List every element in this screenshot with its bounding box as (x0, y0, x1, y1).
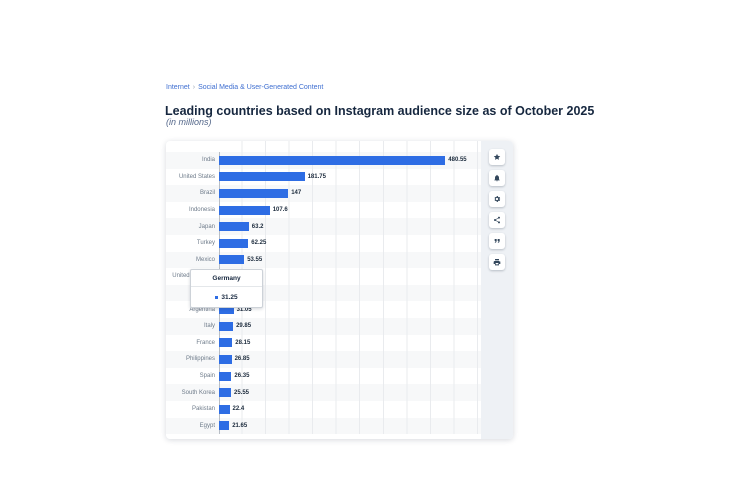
bar-plot-cell: 480.55 (219, 152, 467, 169)
value-label: 107.6 (272, 207, 288, 214)
bar[interactable] (219, 238, 249, 248)
chart-row[interactable]: Japan 63.2 (166, 218, 481, 235)
bar-plot-cell: 21.65 (219, 418, 247, 435)
bar[interactable] (219, 354, 232, 364)
bar[interactable] (219, 172, 305, 182)
bar[interactable] (219, 205, 270, 215)
tooltip-value: 31.25 (191, 287, 262, 307)
bar-plot-cell: 53.55 (219, 252, 262, 269)
chart-row[interactable]: Pakistan 22.4 (166, 401, 481, 418)
bar-plot-cell: 25.55 (219, 384, 249, 401)
bar-plot-cell: 26.85 (219, 351, 250, 368)
bar[interactable] (219, 421, 230, 431)
category-label: Spain (199, 373, 215, 380)
value-label: 63.2 (251, 223, 264, 230)
chart-row[interactable]: Indonesia 107.6 (166, 202, 481, 219)
category-label: Argentina (189, 306, 215, 313)
value-label: 21.65 (232, 422, 248, 429)
chart-row[interactable]: South Korea 25.55 (166, 384, 481, 401)
bar-plot-cell: 62.25 (219, 235, 266, 252)
page-subtitle: (in millions) (166, 117, 212, 127)
page-title: Leading countries based on Instagram aud… (165, 104, 595, 119)
category-label: South Korea (181, 389, 215, 396)
category-label: France (196, 339, 215, 346)
category-label: Philippines (185, 356, 215, 363)
category-label: United States (178, 173, 215, 180)
value-label: 26.35 (234, 373, 250, 380)
value-label: 53.55 (247, 256, 263, 263)
chart-row[interactable]: Mexico 53.55 (166, 251, 481, 269)
favorite-button[interactable] (489, 149, 505, 165)
bar[interactable] (219, 155, 446, 165)
alert-button[interactable] (489, 170, 505, 186)
chart-row[interactable]: Spain 26.35 (166, 368, 481, 385)
bar-plot-cell: 147 (219, 185, 301, 202)
cite-quote-icon (494, 239, 500, 243)
category-label: Brazil (199, 190, 215, 197)
value-label: 25.55 (234, 389, 250, 396)
chart-row[interactable]: France 28.15 (166, 335, 481, 352)
chart-row[interactable]: Philippines 26.85 (166, 351, 481, 368)
bar[interactable] (219, 222, 249, 232)
bar-plot-cell: 181.75 (219, 169, 326, 186)
bar[interactable] (219, 371, 232, 381)
bar[interactable] (219, 388, 231, 398)
bar-plot-cell: 107.6 (219, 202, 288, 219)
print-icon (493, 259, 501, 266)
chart-row[interactable]: Turkey 62.25 (166, 235, 481, 252)
value-label: 181.75 (307, 173, 326, 180)
bar[interactable] (219, 255, 245, 265)
bar-plot-cell: 29.85 (219, 318, 251, 335)
breadcrumb: Internet › Social Media & User-Generated C… (166, 84, 323, 91)
breadcrumb-separator: › (192, 84, 196, 91)
settings-gear-icon (494, 196, 501, 202)
category-label: Mexico (195, 256, 215, 263)
chart-row[interactable]: United States 181.75 (166, 169, 481, 186)
category-label: Egypt (199, 422, 215, 429)
settings-button[interactable] (489, 191, 505, 207)
chart-row[interactable]: India 480.55 (166, 152, 481, 169)
bar-plot-cell: 28.15 (219, 335, 250, 352)
bar[interactable] (219, 188, 289, 198)
bar-plot-cell: 63.2 (219, 218, 263, 235)
category-label: Indonesia (188, 207, 215, 214)
print-button[interactable] (489, 254, 505, 270)
chart-row[interactable]: Egypt 21.65 (166, 417, 481, 435)
chart-toolbar (481, 141, 513, 439)
value-label: 26.85 (234, 356, 250, 363)
share-button[interactable] (489, 212, 505, 228)
bar-plot-cell: 22.4 (219, 401, 244, 418)
value-label: 29.85 (236, 323, 252, 330)
share-icon (494, 216, 500, 224)
category-label: Italy (203, 323, 215, 330)
category-label: Japan (198, 223, 215, 230)
chart-row[interactable]: Brazil 147 (166, 185, 481, 202)
bar-plot-cell: 26.35 (219, 368, 249, 385)
cite-button[interactable] (489, 233, 505, 249)
favorite-star-icon (493, 153, 501, 160)
category-label: Pakistan (191, 406, 215, 413)
breadcrumb-link-social-media[interactable]: Social Media & User-Generated Content (198, 84, 324, 91)
value-label: 62.25 (251, 240, 267, 247)
alert-bell-icon (494, 174, 500, 182)
bar[interactable] (219, 321, 234, 331)
value-label: 22.4 (232, 406, 245, 413)
bar[interactable] (219, 404, 230, 414)
tooltip-country-name: Germany (191, 270, 262, 287)
tooltip-series-bullet-icon (215, 295, 219, 299)
chart-row[interactable]: Italy 29.85 (166, 317, 481, 335)
bar[interactable] (219, 338, 233, 348)
value-label: 480.55 (448, 157, 467, 164)
value-label: 147 (291, 190, 302, 197)
category-label: India (201, 157, 215, 164)
value-label: 28.15 (235, 339, 251, 346)
category-label: Turkey (196, 240, 215, 247)
chart-tooltip: Germany 31.25 (190, 269, 263, 308)
breadcrumb-link-internet[interactable]: Internet (166, 84, 190, 91)
